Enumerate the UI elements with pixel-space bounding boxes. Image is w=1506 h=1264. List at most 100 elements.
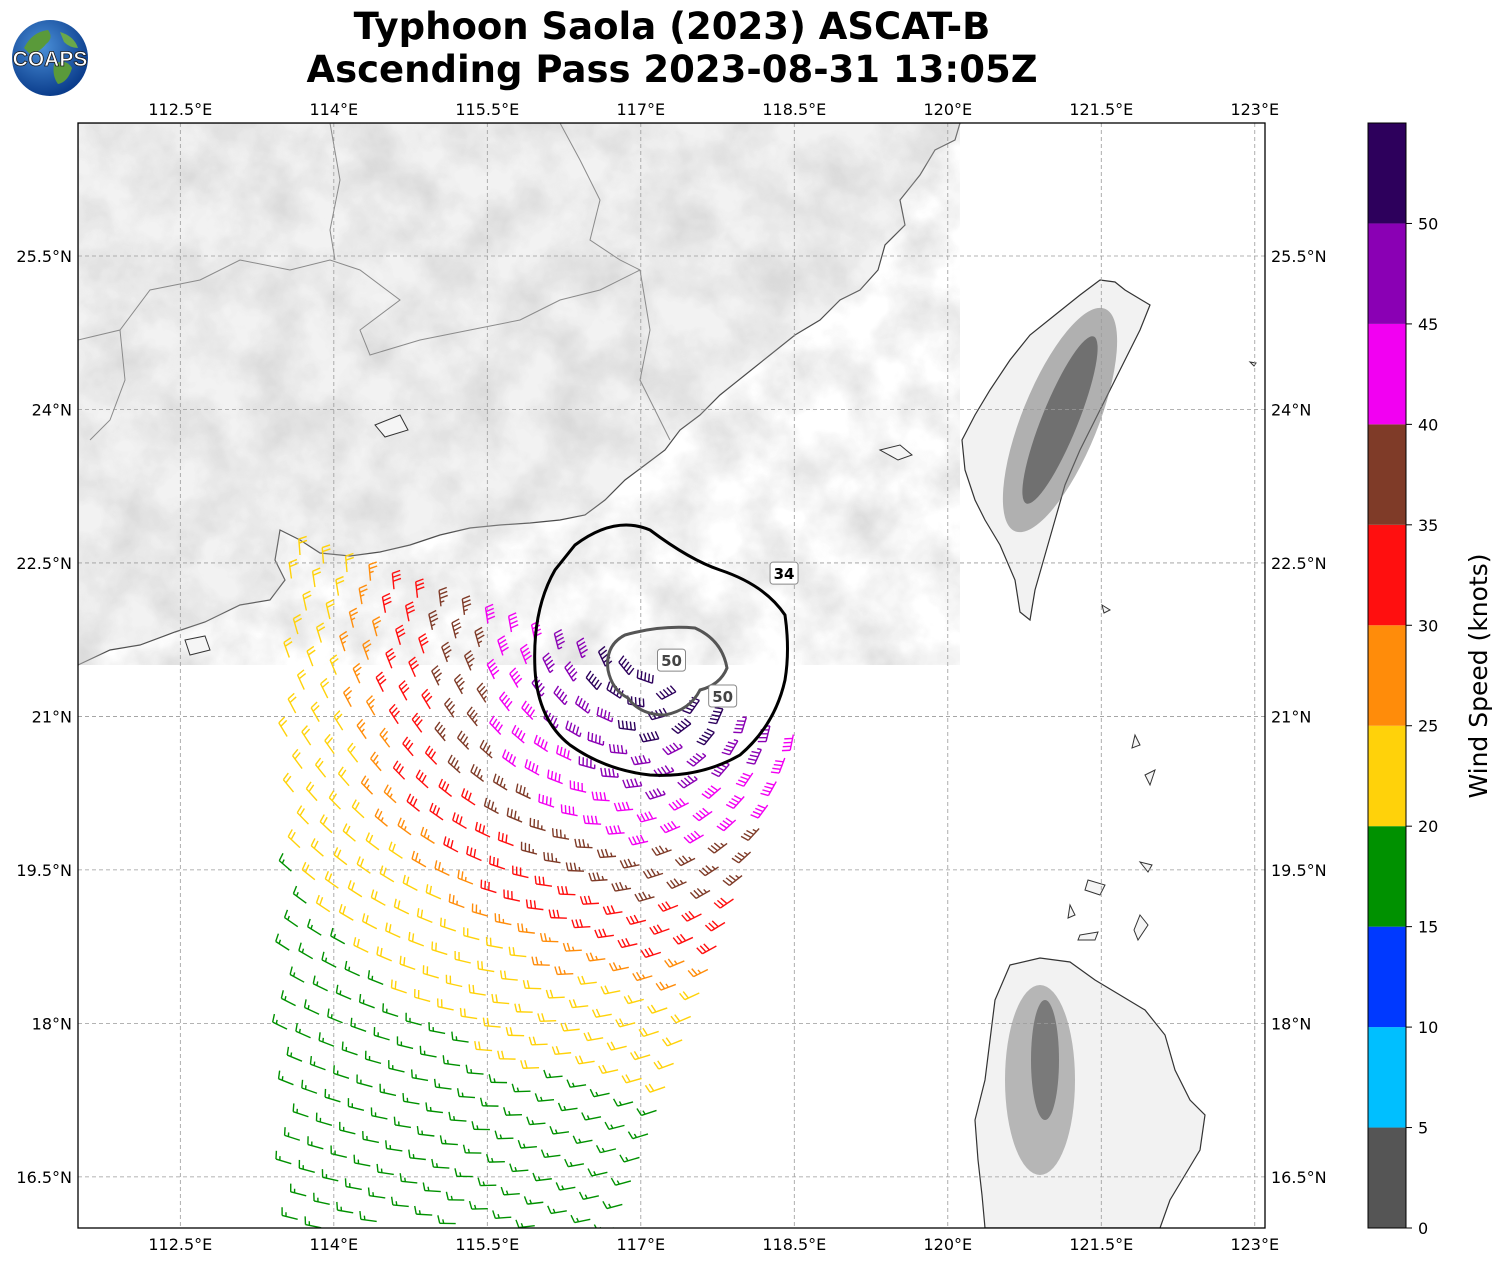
wind-barb [608,962,629,972]
wind-barb [374,808,388,827]
wind-barb [571,919,591,929]
wind-barb [351,799,365,819]
wind-barb [600,985,621,995]
wind-barb [687,968,709,978]
wind-barb [543,1069,563,1079]
wind-barb [521,700,536,721]
wind-barb [311,567,322,588]
wind-barb [671,718,692,735]
wind-barb [347,742,359,763]
wind-barb [630,754,651,766]
gridlines [78,123,1265,1228]
wind-barb [722,874,743,886]
wind-barb [278,852,292,872]
wind-barb [492,1210,512,1220]
lat-tick-label-left: 24°N [32,400,72,419]
wind-barb [591,1008,612,1018]
wind-barb [333,710,344,731]
wind-barb [281,1207,298,1220]
wind-barb [339,630,349,652]
lat-tick-label-left: 22.5°N [16,554,72,573]
wind-barb [623,995,644,1005]
wind-barb [701,785,722,800]
wind-barb [629,1050,651,1061]
wind-barb [556,745,572,761]
wind-barb [655,981,677,991]
wind-barb [542,652,555,674]
lat-tick-label-left: 21°N [32,707,72,726]
lon-tick-label-top: 118.5°E [762,100,826,119]
wind-barb [335,984,352,1000]
wind-barb [296,669,307,690]
colorbar-frame [1367,122,1407,1229]
wind-barb [574,838,593,849]
wind-barb [399,955,416,971]
wind-barb [716,817,737,832]
wind-barb [388,703,400,725]
wind-barb [388,841,403,859]
wind-barb [370,889,386,906]
wind-barb [360,775,374,795]
wind-barb [486,658,500,680]
contour-50kt-a [606,625,729,717]
wind-barb [668,798,689,811]
wind-barb [330,1145,347,1159]
wind-barb [416,1125,435,1137]
wind-barb [304,1216,322,1228]
wind-barb [557,885,576,896]
wind-barb [583,1032,604,1042]
wind-barb [476,682,488,703]
wind-barb [485,936,503,949]
wind-barb [447,754,461,774]
wind-barb [283,637,293,658]
lat-tick-label-right: 18°N [1271,1014,1311,1033]
lat-tick-label-right: 22.5°N [1271,554,1327,573]
map-frame [77,122,1266,1229]
wind-barb [422,965,439,979]
wind-barb [638,731,660,743]
wind-barb [617,938,638,949]
wind-barb [515,783,531,800]
colorbar-bin [1368,524,1406,626]
wind-barb [568,999,589,1009]
wind-barb [367,1187,386,1199]
colorbar-tick-label: 30 [1418,616,1438,635]
wind-barb [581,1112,602,1121]
lon-tick-label-top: 115.5°E [455,100,519,119]
wind-barb [312,975,328,992]
wind-barb [324,870,339,889]
lat-tick-label-right: 16.5°N [1271,1168,1327,1187]
wind-barb [292,748,303,770]
wind-barb [441,641,452,663]
wind-barb [313,1192,330,1206]
colorbar-tick-label: 15 [1418,918,1438,937]
lon-tick-label-top: 114°E [309,100,358,119]
wind-barb [429,802,444,821]
wind-barb [613,801,634,812]
wind-barb [509,667,523,688]
wind-barb [333,1065,350,1079]
wind-barb [402,874,418,891]
wind-barb [328,790,342,810]
wind-barb [419,1045,437,1058]
wind-barb [376,946,392,962]
lon-tick-label-bottom: 115.5°E [455,1235,519,1254]
wind-barb [677,775,698,789]
wind-barb [539,932,559,943]
wind-barb [555,1182,576,1191]
wind-barb [315,622,326,643]
wind-barb [310,701,320,722]
wind-barb [696,728,715,746]
wind-barb [587,1168,608,1177]
wind-barb [466,706,478,727]
wind-barb [524,759,540,776]
wind-barb [292,613,303,635]
title-line-2: Ascending Pass 2023-08-31 13:05Z [306,48,1038,91]
wind-barb [529,817,546,832]
wind-barb [324,733,335,755]
lon-tick-label-top: 117°E [616,100,665,119]
wind-barb [577,975,597,985]
lon-tick-label-top: 112.5°E [148,100,212,119]
wind-barb [644,1083,666,1093]
wind-barb [415,769,429,789]
